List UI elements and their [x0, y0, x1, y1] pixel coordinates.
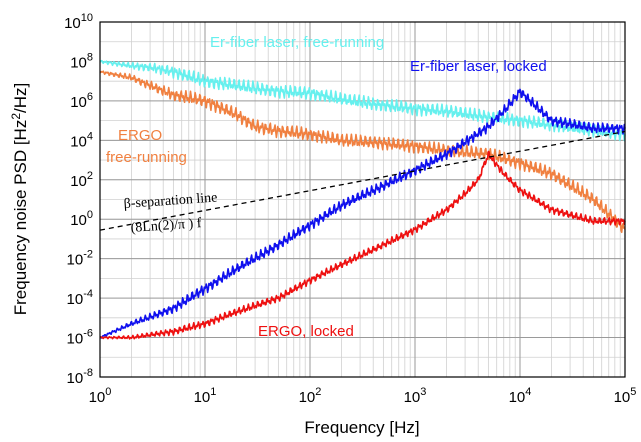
- label-er-locked: Er-fiber laser, locked: [410, 58, 547, 75]
- label-ergo-free-running-1: ERGO: [118, 127, 162, 144]
- y-tick-label: 102: [70, 170, 93, 190]
- y-tick-label: 1010: [64, 12, 93, 32]
- x-tick-label: 103: [404, 386, 427, 406]
- x-tick-label: 104: [509, 386, 532, 406]
- minor-gridlines: [100, 21, 625, 377]
- label-er-free-running: Er-fiber laser, free-running: [210, 34, 384, 51]
- y-axis-title: Frequency noise PSD [Hz2/Hz]: [9, 83, 30, 316]
- series-ergo-locked: [99, 150, 626, 340]
- series-er-free-running: [99, 59, 626, 142]
- y-axis-title-sup: 2: [9, 113, 23, 120]
- label-ergo-locked: ERGO, locked: [258, 323, 354, 340]
- series-ergo-free-running: [99, 70, 626, 234]
- label-beta-line-1: β-separation line: [123, 190, 218, 212]
- series-beta-separation-line: [99, 130, 626, 231]
- series-er-locked: [99, 88, 626, 339]
- y-tick-label: 10-4: [67, 288, 93, 308]
- x-tick-labels: 100 101 102 103 104 105: [89, 386, 637, 406]
- label-beta-line-2: (8Ln(2)/π ) f: [130, 216, 202, 236]
- y-tick-label: 10-8: [67, 367, 93, 387]
- plot-frame: [99, 21, 626, 378]
- y-tick-label: 100: [70, 209, 93, 229]
- x-axis-title: Frequency [Hz]: [304, 418, 419, 437]
- y-tick-label: 10-6: [67, 328, 93, 348]
- y-axis-title-end: /Hz]: [11, 83, 30, 113]
- x-tick-label: 105: [614, 386, 637, 406]
- x-tick-label: 102: [299, 386, 322, 406]
- y-axis-title-base: Frequency noise PSD [Hz: [11, 120, 30, 316]
- x-tick-label: 100: [89, 386, 112, 406]
- x-tick-label: 101: [194, 386, 217, 406]
- y-tick-label: 108: [70, 51, 93, 71]
- y-tick-label: 104: [70, 130, 93, 150]
- label-ergo-free-running-2: free-running: [106, 149, 187, 166]
- y-tick-label: 10-2: [67, 249, 93, 269]
- series-layer: [99, 59, 626, 340]
- y-tick-labels: 10-8 10-6 10-4 10-2 100 102 104 106 108 1010: [64, 12, 93, 387]
- y-tick-label: 106: [70, 91, 93, 111]
